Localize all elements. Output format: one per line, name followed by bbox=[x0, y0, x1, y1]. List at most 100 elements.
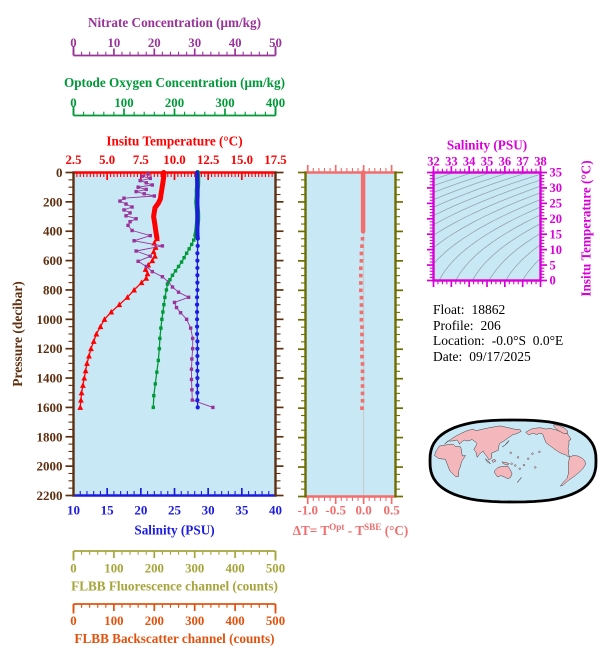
marker bbox=[148, 254, 152, 258]
location-value: -0.0°S 0.0°E bbox=[491, 333, 564, 349]
tick-label: 5 bbox=[550, 258, 556, 272]
series-line bbox=[433, 172, 455, 180]
marker bbox=[359, 317, 364, 322]
tick-label: -1.0 bbox=[297, 503, 318, 518]
tick-label: 200 bbox=[145, 614, 164, 628]
marker bbox=[179, 260, 184, 264]
series-line bbox=[151, 170, 167, 242]
marker bbox=[359, 310, 364, 315]
series-line bbox=[433, 172, 492, 193]
world-map bbox=[428, 418, 598, 504]
marker bbox=[172, 300, 177, 305]
marker bbox=[360, 406, 364, 410]
continent-japan bbox=[502, 440, 510, 448]
marker bbox=[195, 243, 200, 249]
marker bbox=[359, 251, 364, 256]
series-line bbox=[433, 172, 510, 201]
continent-northamerica bbox=[525, 427, 572, 458]
series-line bbox=[433, 173, 541, 217]
tick-label: 7.5 bbox=[133, 153, 149, 167]
float-value: 18862 bbox=[471, 302, 506, 317]
tick-label: 20 bbox=[134, 503, 147, 518]
tick-label: 500 bbox=[266, 562, 285, 576]
tick-label: 300 bbox=[185, 614, 204, 628]
tick-label: 2200 bbox=[37, 488, 63, 503]
tick-label: 30 bbox=[550, 181, 563, 195]
marker bbox=[101, 316, 108, 322]
marker bbox=[360, 236, 365, 241]
marker bbox=[360, 391, 365, 396]
float-label: Float: bbox=[433, 302, 465, 317]
continent-africa bbox=[434, 443, 467, 478]
marker bbox=[359, 266, 363, 271]
marker bbox=[77, 404, 84, 410]
marker bbox=[176, 290, 181, 294]
marker bbox=[360, 354, 364, 359]
marker bbox=[195, 383, 200, 388]
tick-label: 2000 bbox=[37, 459, 63, 474]
marker bbox=[134, 249, 138, 253]
tick-label: 1600 bbox=[37, 400, 63, 415]
float-info-date: Date: 09/17/2025 bbox=[433, 349, 563, 365]
marker bbox=[195, 280, 200, 285]
series-line bbox=[488, 232, 541, 281]
tick-label: 300 bbox=[215, 96, 234, 110]
axis-title-pressure: Pressure (decibar) bbox=[10, 281, 25, 387]
marker bbox=[195, 375, 200, 381]
tick-label: 200 bbox=[145, 562, 164, 576]
marker bbox=[108, 308, 115, 315]
map-land bbox=[434, 424, 586, 487]
axis-title-ts-salinity: Salinity (PSU) bbox=[447, 138, 527, 153]
marker bbox=[142, 192, 146, 196]
tick-label: 35 bbox=[235, 503, 249, 518]
marker bbox=[78, 389, 85, 396]
tick-label: 40 bbox=[269, 503, 282, 518]
marker bbox=[360, 362, 365, 366]
tick-label: 0.5 bbox=[383, 503, 400, 518]
tick-label: 17.5 bbox=[264, 153, 286, 167]
marker bbox=[140, 174, 144, 178]
axis-backscatter: FLBB Backscatter channel (counts) 0 100 200… bbox=[70, 603, 285, 646]
continent-australia bbox=[494, 465, 513, 480]
marker bbox=[359, 303, 364, 307]
tick-label: 15 bbox=[101, 503, 115, 518]
marker bbox=[170, 285, 175, 289]
tick-label: 35 bbox=[481, 155, 494, 169]
axis-fluorescence: FLBB Fluorescence channel (counts) 0 100 20… bbox=[70, 550, 285, 594]
marker bbox=[360, 244, 364, 248]
series-line bbox=[433, 199, 541, 265]
marker bbox=[194, 317, 200, 322]
marker bbox=[359, 288, 363, 293]
isopycnal-contours bbox=[433, 172, 541, 281]
marker bbox=[118, 199, 122, 203]
tick-label: 30 bbox=[188, 36, 201, 50]
marker bbox=[148, 176, 152, 181]
marker bbox=[178, 311, 183, 315]
marker bbox=[195, 251, 200, 256]
marker bbox=[157, 346, 162, 351]
marker bbox=[189, 242, 194, 247]
marker bbox=[149, 257, 156, 264]
marker bbox=[150, 248, 157, 255]
marker bbox=[154, 235, 160, 242]
tick-label: 20 bbox=[550, 212, 563, 226]
tick-label: 2.5 bbox=[66, 153, 82, 167]
marker bbox=[143, 275, 150, 281]
island-dot bbox=[510, 462, 513, 465]
island-dot bbox=[531, 452, 534, 455]
series-line bbox=[433, 179, 541, 226]
marker bbox=[138, 178, 142, 183]
tick-label: 33 bbox=[445, 155, 458, 169]
marker bbox=[144, 264, 148, 269]
tick-label: 50 bbox=[269, 36, 282, 50]
delta-t-panel: -1.0 -0.5 0.0 0.5 ΔT= TOpt - TSBE (°C) bbox=[293, 165, 408, 538]
marker bbox=[152, 194, 156, 198]
marker bbox=[78, 396, 84, 403]
marker bbox=[161, 310, 165, 314]
plot-background bbox=[433, 172, 541, 281]
tick-label: 36 bbox=[499, 155, 512, 169]
plot-background bbox=[73, 172, 276, 496]
marker bbox=[190, 388, 194, 392]
marker bbox=[188, 326, 193, 330]
tick-label: 0 bbox=[70, 96, 76, 110]
